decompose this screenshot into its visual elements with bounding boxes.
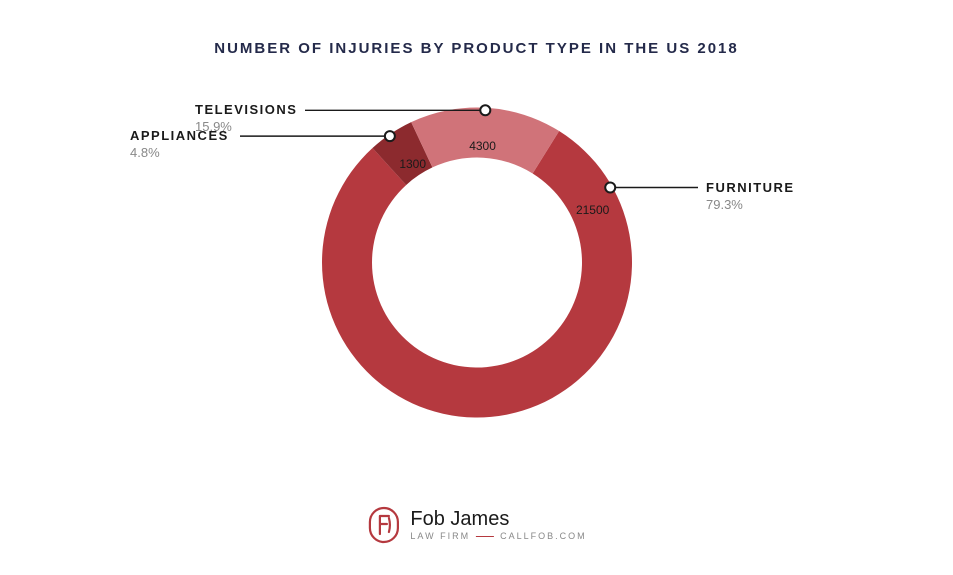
brand-logo-icon — [366, 505, 400, 545]
value-furniture: 21500 — [576, 203, 609, 217]
label-televisions-pct: 15.9% — [195, 119, 297, 134]
label-appliances-pct: 4.8% — [130, 145, 229, 160]
label-televisions: TELEVISIONS 15.9% — [195, 102, 297, 134]
brand-sub-left: LAW FIRM — [410, 532, 470, 542]
chart-title: NUMBER OF INJURIES BY PRODUCT TYPE IN TH… — [0, 0, 953, 57]
label-televisions-name: TELEVISIONS — [195, 102, 297, 117]
label-furniture-pct: 79.3% — [706, 197, 795, 212]
label-furniture-name: FURNITURE — [706, 180, 795, 195]
brand-name: Fob James — [410, 508, 586, 530]
footer-branding: Fob James LAW FIRM CALLFOB.COM — [366, 505, 586, 545]
brand-sub-right: CALLFOB.COM — [500, 532, 587, 542]
value-appliances: 1300 — [399, 157, 426, 171]
brand-divider — [476, 536, 494, 537]
value-televisions: 4300 — [469, 139, 496, 153]
slice-furniture — [322, 131, 632, 417]
label-furniture: FURNITURE 79.3% — [706, 180, 795, 212]
